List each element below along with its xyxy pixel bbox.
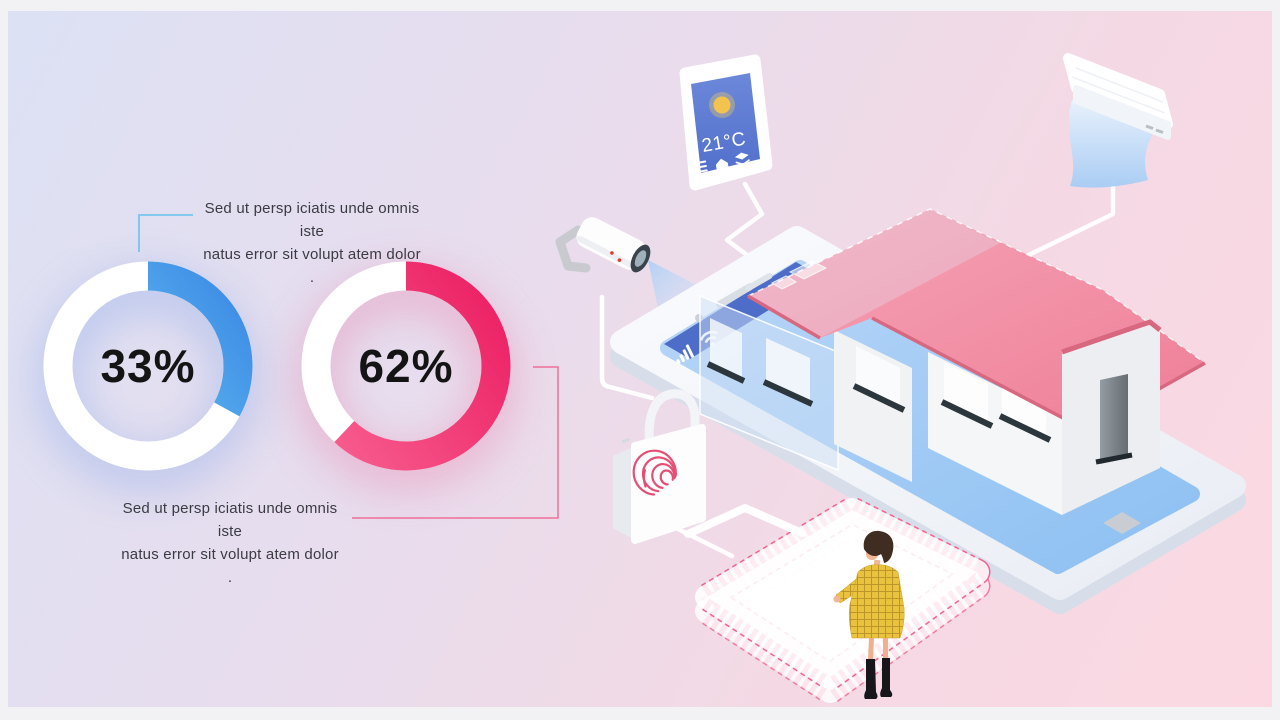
fingerprint-icon: [632, 449, 677, 496]
camera-led: [610, 251, 614, 255]
gable-fascia: [1061, 319, 1162, 355]
ac-connector-line: [999, 181, 1116, 271]
air-conditioner-icon: [1063, 53, 1173, 188]
thermostat-icon: 21°C: [679, 54, 773, 191]
house-window: [944, 362, 988, 426]
donut-chart-blue: 33%: [33, 251, 263, 481]
tablet-home-button: [1103, 512, 1141, 534]
woman-hair: [863, 530, 894, 563]
fingerprint-lock-icon: [613, 389, 706, 544]
layers-icon: [734, 152, 749, 160]
woman-figure: [833, 530, 905, 699]
signal-bars-icon: [676, 344, 694, 365]
donut-ring-value: [43, 261, 253, 471]
roof-overhang: [748, 209, 1000, 338]
donut-percent-label: 62%: [358, 340, 454, 392]
camera-connector-line: [599, 294, 655, 401]
home-icon: [715, 158, 729, 171]
roof-skylight: [770, 275, 798, 290]
donut-percent-label: 33%: [100, 340, 196, 392]
woman-boot: [880, 658, 893, 697]
ac-vent-marks: [1145, 124, 1164, 134]
description-line: natus error sit volupt atem dolor .: [203, 246, 421, 286]
stat-description-top: Sed ut persp iciatis unde omnis iste nat…: [200, 197, 424, 289]
thermostat-menu-icons: [695, 152, 751, 173]
house-window: [856, 346, 900, 410]
description-line: Sed ut persp iciatis unde omnis iste: [204, 200, 420, 240]
donut-ring-value: [301, 261, 511, 471]
camera-bracket: [555, 225, 591, 273]
house-window: [710, 318, 742, 380]
stat-description-bottom: Sed ut persp iciatis unde omnis iste nat…: [118, 497, 342, 589]
donut-chart-pink: 62%: [291, 251, 521, 481]
woman-coat: [848, 564, 905, 639]
thermostat-screen: [691, 73, 760, 173]
woman-boot: [864, 659, 878, 699]
description-line: Sed ut persp iciatis unde omnis iste: [122, 500, 338, 540]
house-door: [1100, 374, 1128, 464]
smart-house: [699, 208, 1206, 515]
description-line: natus error sit volupt atem dolor .: [121, 546, 339, 586]
roof-skylight: [788, 260, 828, 280]
callout-line-blue: [138, 214, 193, 252]
mat-back-edge: [684, 504, 806, 538]
smart-floor-mat: [684, 496, 991, 705]
callout-line-pink: [352, 366, 559, 519]
padlock-shackle: [644, 389, 700, 453]
